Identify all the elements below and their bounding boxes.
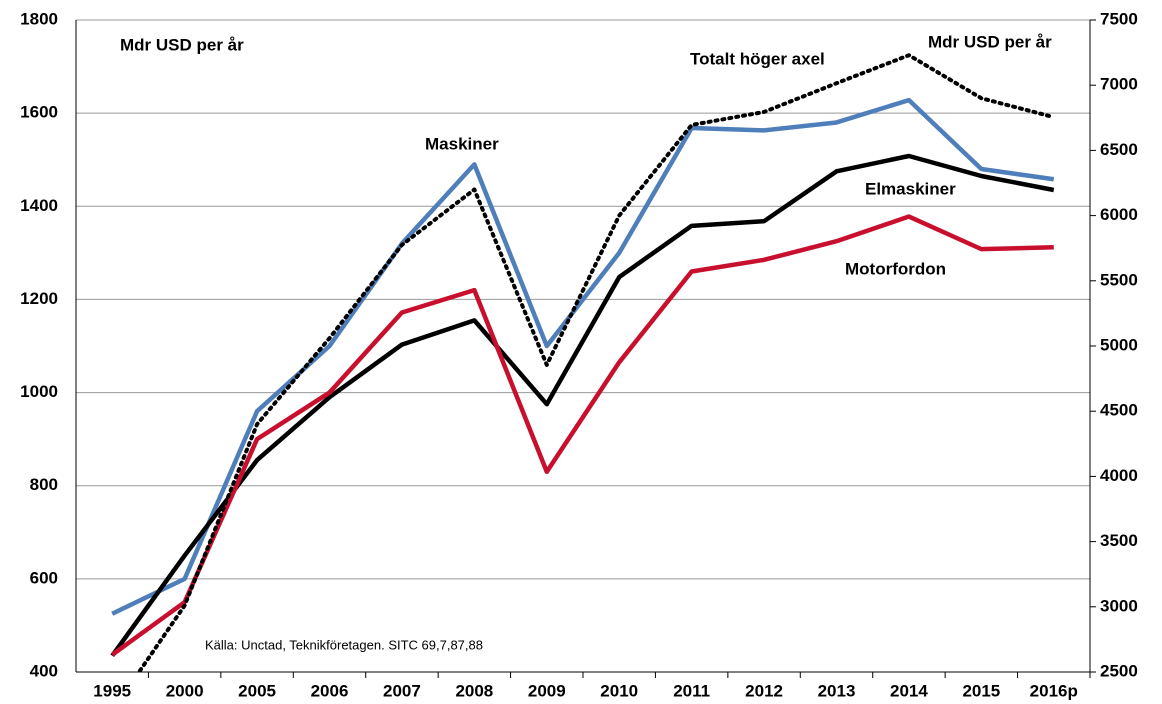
- dotted-line: [136, 53, 1056, 672]
- y-tick-label: 400: [30, 661, 58, 680]
- y-tick-label: 1600: [20, 103, 58, 122]
- x-tick-label: 2013: [818, 681, 856, 700]
- y2-tick-label: 5000: [1100, 335, 1138, 354]
- y2-tick-label: 2500: [1100, 661, 1138, 680]
- series-label: Motorfordon: [845, 259, 946, 278]
- line: [110, 153, 1055, 658]
- y-tick-label: 800: [30, 475, 58, 494]
- x-tick-label: 2012: [745, 681, 783, 700]
- line: [111, 97, 1055, 616]
- y2-tick-label: 5500: [1100, 270, 1138, 289]
- y2-tick-label: 3500: [1100, 531, 1138, 550]
- x-tick-label: 2005: [238, 681, 276, 700]
- series-label: Elmaskiner: [865, 179, 956, 198]
- series-label: Totalt höger axel: [690, 49, 825, 68]
- x-tick-label: 2000: [166, 681, 204, 700]
- y2-tick-label: 6500: [1100, 140, 1138, 159]
- x-tick-label: 2015: [962, 681, 1000, 700]
- x-tick-label: 2011: [673, 681, 710, 700]
- y-axis-label: Mdr USD per år: [120, 35, 244, 54]
- x-tick-label: 1995: [93, 681, 131, 700]
- y2-tick-label: 3000: [1100, 596, 1138, 615]
- x-tick-label: 2006: [311, 681, 349, 700]
- y2-tick-label: 7000: [1100, 75, 1138, 94]
- x-tick-label: 2014: [890, 681, 928, 700]
- y2-tick-label: 6000: [1100, 205, 1138, 224]
- x-tick-label: 2008: [455, 681, 493, 700]
- y-tick-label: 1800: [20, 9, 58, 28]
- plot-area: [110, 53, 1056, 672]
- y2-tick-label: 4500: [1100, 401, 1138, 420]
- x-tick-label: 2016p: [1030, 681, 1078, 700]
- y2-tick-label: 4000: [1100, 466, 1138, 485]
- x-tick-label: 2009: [528, 681, 566, 700]
- x-tick-label: 2010: [600, 681, 638, 700]
- y-tick-label: 600: [30, 568, 58, 587]
- y2-axis-label: Mdr USD per år: [928, 32, 1052, 51]
- y2-tick-label: 7500: [1100, 9, 1138, 28]
- source-note: Källa: Unctad, Teknikföretagen. SITC 69,…: [205, 637, 483, 652]
- line: [110, 214, 1054, 657]
- series-label: Maskiner: [425, 134, 499, 153]
- y-tick-label: 1000: [20, 382, 58, 401]
- x-tick-label: 2007: [383, 681, 421, 700]
- y-tick-label: 1200: [20, 289, 58, 308]
- y-tick-label: 1400: [20, 196, 58, 215]
